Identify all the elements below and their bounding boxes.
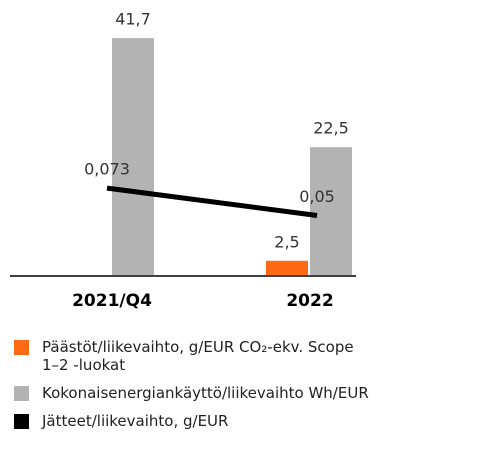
bar — [310, 147, 352, 275]
legend-item: Jätteet/liikevaihto, g/EUR — [14, 412, 498, 430]
legend-swatch — [14, 386, 29, 401]
line — [106, 185, 318, 218]
value-label: 2,5 — [274, 232, 299, 251]
bar — [266, 260, 308, 275]
legend: Päästöt/liikevaihto, g/EUR CO₂-ekv. Scop… — [14, 338, 498, 440]
legend-swatch — [14, 340, 29, 355]
legend-swatch — [14, 414, 29, 429]
legend-item: Kokonaisenergiankäyttö/liikevaihto Wh/EU… — [14, 384, 498, 402]
value-label: 0,05 — [299, 187, 335, 206]
bar — [112, 38, 154, 276]
value-label: 41,7 — [115, 10, 151, 29]
legend-label: Kokonaisenergiankäyttö/liikevaihto Wh/EU… — [42, 384, 369, 402]
value-label: 22,5 — [313, 119, 349, 138]
legend-item: Päästöt/liikevaihto, g/EUR CO₂-ekv. Scop… — [14, 338, 498, 374]
legend-label: Päästöt/liikevaihto, g/EUR CO₂-ekv. Scop… — [42, 338, 354, 374]
x-tick-label: 2022 — [286, 291, 333, 311]
value-label: 0,073 — [84, 160, 130, 179]
chart: 2,5 41,7 22,5 0,073 0,05 2021/Q4 2022 — [10, 10, 356, 311]
legend-label: Jätteet/liikevaihto, g/EUR — [42, 412, 229, 430]
x-tick-label: 2021/Q4 — [72, 291, 152, 311]
